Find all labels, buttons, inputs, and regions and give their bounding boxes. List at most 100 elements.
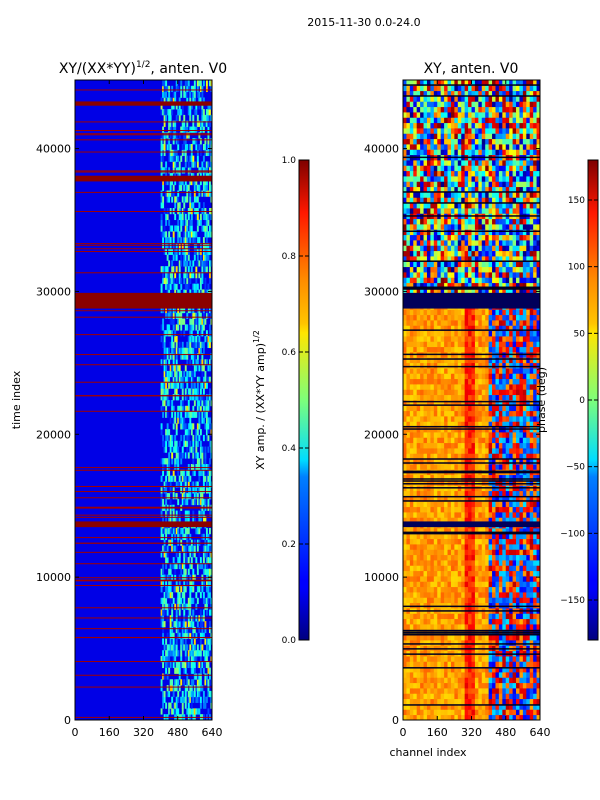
amplitude-cell <box>186 347 189 354</box>
amplitude-cell <box>184 405 187 413</box>
amplitude-cell <box>196 498 199 506</box>
phase-cell <box>478 576 483 582</box>
phase-cell <box>444 448 448 454</box>
amplitude-cell <box>184 568 187 575</box>
amplitude-cell <box>165 475 168 482</box>
phase-cell <box>409 357 414 364</box>
amplitude-cell <box>195 318 198 325</box>
phase-cell <box>430 442 435 449</box>
phase-cell <box>536 592 540 598</box>
amplitude-cell <box>169 190 172 197</box>
phase-cell <box>474 490 479 497</box>
phase-cell <box>522 693 527 700</box>
phase-cell <box>478 373 483 380</box>
phase-cell <box>533 458 537 465</box>
amplitude-cell <box>184 149 187 157</box>
amplitude-cell <box>169 597 172 605</box>
phase-cell <box>481 506 486 513</box>
phase-cell <box>420 586 424 593</box>
phase-cell <box>509 618 513 625</box>
amplitude-cell <box>189 417 192 424</box>
amplitude-cell <box>163 644 166 651</box>
phase-cell <box>403 394 407 401</box>
phase-cell <box>437 565 442 572</box>
phase-cell <box>437 634 442 641</box>
phase-cell <box>403 480 407 486</box>
phase-cell <box>437 421 442 428</box>
phase-cell <box>512 677 517 684</box>
amplitude-cell <box>208 481 211 488</box>
amplitude-cell <box>181 533 184 541</box>
phase-cell <box>502 538 507 545</box>
amplitude-cell <box>207 545 210 552</box>
phase-cell <box>536 416 540 422</box>
phase-cell <box>406 378 411 385</box>
phase-cell <box>516 544 520 550</box>
amplitude-cell <box>183 696 186 703</box>
amplitude-flag-line <box>75 497 212 499</box>
amplitude-cell <box>208 568 211 575</box>
phase-cell <box>426 517 431 524</box>
phase-cell <box>481 528 486 534</box>
amplitude-cell <box>169 632 172 639</box>
amplitude-cell <box>207 132 210 139</box>
amplitude-cell <box>174 417 177 424</box>
amplitude-cell <box>190 382 193 389</box>
amplitude-cell <box>186 440 189 447</box>
phase-cell <box>403 624 407 630</box>
phase-cell <box>409 368 414 374</box>
phase-cell <box>471 597 476 604</box>
phase-cell <box>478 618 483 625</box>
amplitude-cell <box>198 528 201 535</box>
amplitude-cell <box>183 423 186 430</box>
phase-cell <box>529 368 534 374</box>
amplitude-cell <box>192 644 195 651</box>
amplitude-cell <box>202 405 205 413</box>
phase-cell <box>471 533 476 540</box>
amplitude-cell <box>195 487 198 494</box>
phase-cell <box>450 624 455 630</box>
phase-cell <box>426 634 431 641</box>
amplitude-cell <box>181 347 184 354</box>
phase-cell <box>457 592 462 598</box>
phase-cell <box>468 389 472 396</box>
amplitude-cell <box>166 493 169 500</box>
phase-cell <box>464 389 469 396</box>
amplitude-cell <box>199 126 202 133</box>
amplitude-cell <box>174 644 177 651</box>
phase-cell <box>478 437 483 444</box>
phase-cell <box>516 410 520 417</box>
amplitude-cell <box>196 644 199 651</box>
phase-cell <box>495 357 500 364</box>
amplitude-cell <box>198 341 201 349</box>
phase-cell <box>516 400 520 406</box>
phase-cell <box>512 368 517 374</box>
phase-cell <box>457 640 462 646</box>
phase-cell <box>423 570 428 577</box>
amplitude-cell <box>204 458 207 465</box>
phase-cell <box>450 570 455 577</box>
amplitude-cell <box>166 138 169 145</box>
amplitude-cell <box>180 417 183 424</box>
phase-cell <box>485 709 490 716</box>
amplitude-cell <box>201 632 204 639</box>
phase-cell <box>529 693 534 700</box>
phase-cell <box>516 421 520 428</box>
amplitude-cell <box>199 242 202 250</box>
phase-cell <box>420 453 424 460</box>
phase-cell <box>454 442 459 449</box>
amplitude-cell <box>162 306 165 314</box>
phase-cell <box>461 661 466 668</box>
phase-cell <box>488 410 493 417</box>
amplitude-cell <box>204 545 207 552</box>
phase-cell <box>444 442 448 449</box>
phase-cell <box>440 416 445 422</box>
amplitude-cell <box>189 114 192 122</box>
phase-cell <box>485 410 490 417</box>
amplitude-cell <box>193 91 196 98</box>
phase-cell <box>478 405 483 412</box>
amplitude-cell <box>204 452 207 459</box>
amplitude-cell <box>192 679 195 686</box>
amplitude-cell <box>172 394 175 401</box>
amplitude-cell <box>193 341 196 349</box>
